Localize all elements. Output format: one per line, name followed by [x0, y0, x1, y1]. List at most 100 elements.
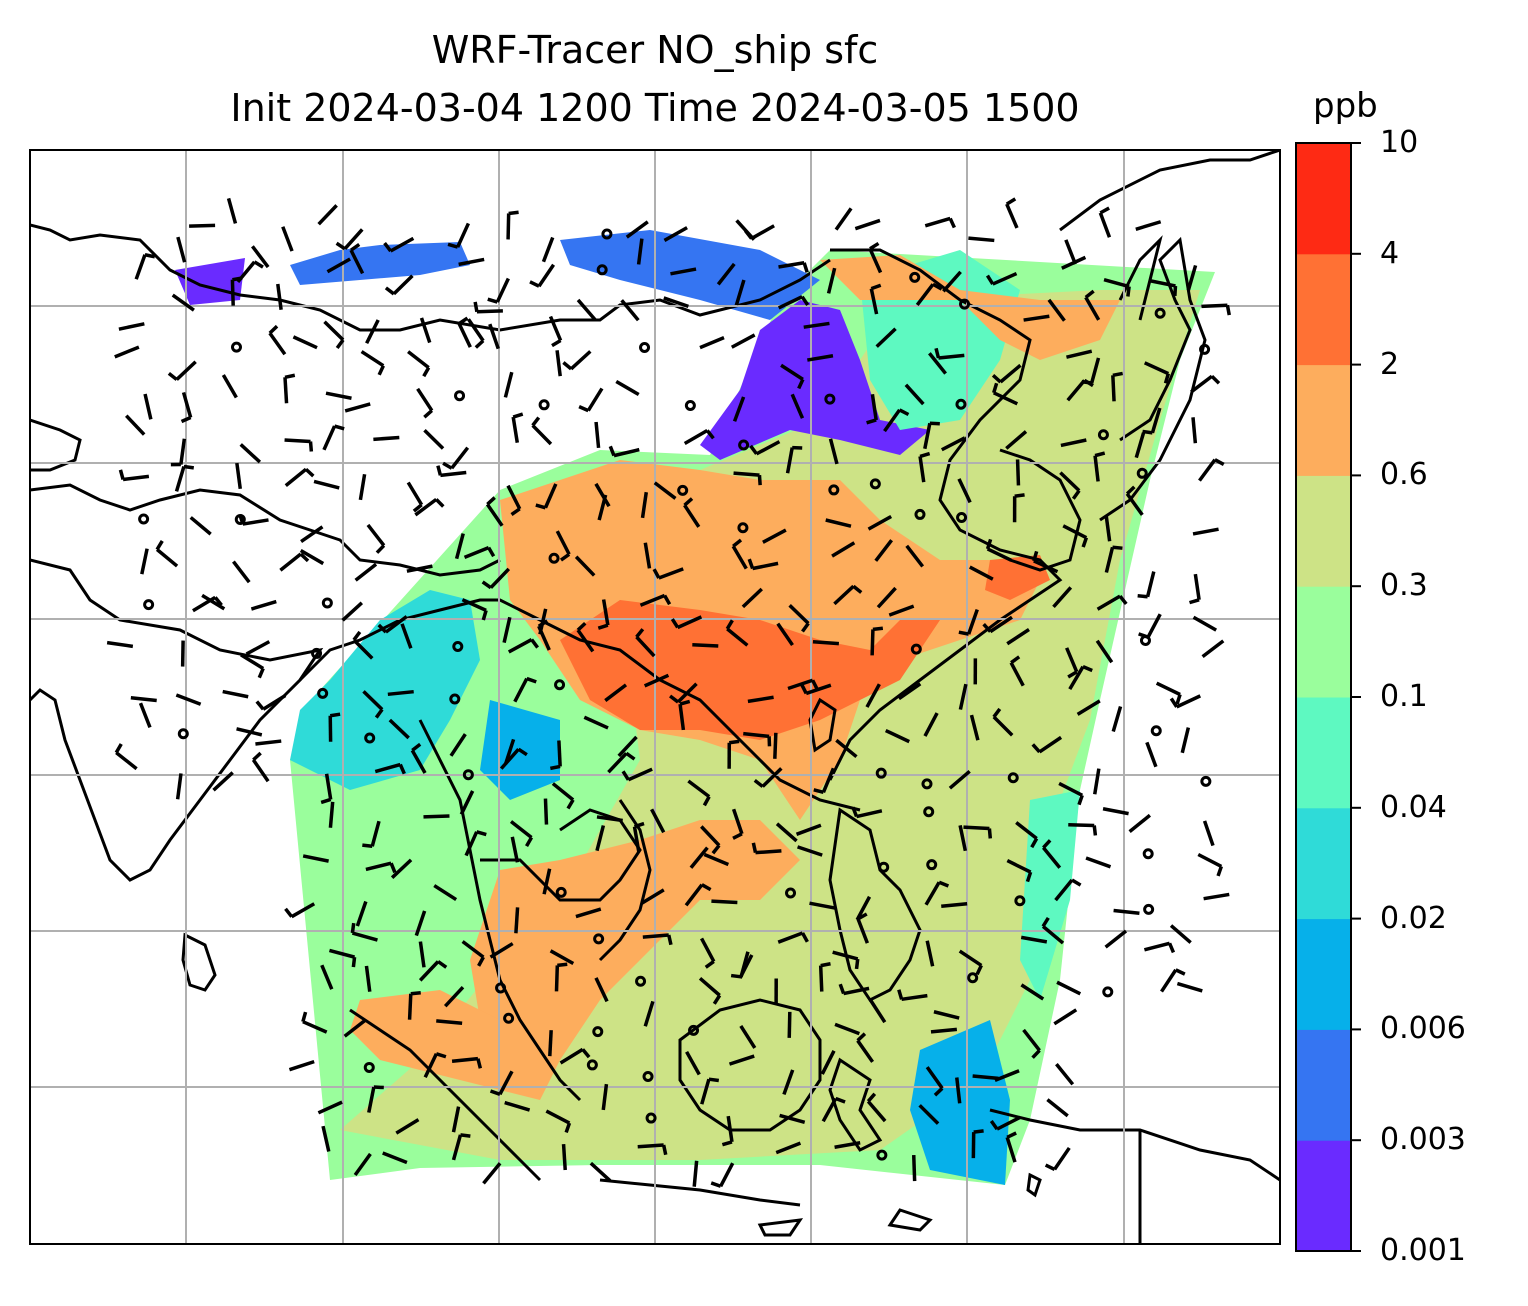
wind-barb-staff — [777, 931, 804, 944]
wind-barb-flag — [670, 618, 680, 629]
wind-barb-staff — [653, 481, 677, 500]
wind-barb-flag — [373, 1085, 384, 1090]
wind-barb-flag — [253, 260, 264, 269]
wind-barb-staff — [788, 604, 810, 625]
wind-barb-flag — [576, 621, 587, 632]
calm-wind-circle — [364, 732, 376, 744]
wind-barb-staff — [548, 315, 563, 342]
wind-barb-staff — [918, 1104, 940, 1125]
wind-barb-flag — [683, 497, 694, 507]
wind-barb-flag — [856, 1032, 867, 1042]
wind-barb-staff — [464, 831, 479, 857]
wind-barb-flag — [1126, 286, 1131, 297]
wind-barb-staff — [364, 965, 372, 992]
wind-barb-staff — [650, 808, 666, 834]
field-sea-orange — [470, 820, 800, 1070]
wind-barb-flag — [866, 418, 877, 425]
wind-barb-flag — [985, 538, 993, 550]
colorbar-unit-label: ppb — [1313, 86, 1378, 126]
wind-barb-flag — [749, 444, 758, 455]
wind-barb-flag — [635, 628, 645, 639]
wind-barb-flag — [350, 922, 356, 934]
wind-barb-staff — [299, 548, 325, 566]
colorbar-segment — [1296, 364, 1351, 476]
wind-barb-staff — [174, 465, 186, 492]
wind-barb-flag — [991, 374, 1002, 384]
wind-barb-flag — [1081, 537, 1089, 548]
wind-barb-staff — [915, 283, 935, 307]
calm-wind-circle — [593, 933, 605, 945]
calm-wind-circle — [138, 513, 150, 525]
wind-barb-flag — [597, 623, 609, 630]
wind-barb-staff — [1068, 823, 1095, 828]
wind-barb-staff — [821, 1097, 838, 1123]
wind-barb-staff — [236, 727, 263, 737]
wind-barb-staff — [458, 257, 485, 267]
wind-barb-flag — [1142, 429, 1153, 435]
wind-barb-flag — [458, 316, 469, 326]
wind-barb-staff — [1006, 628, 1030, 646]
wind-barb-flag — [525, 836, 534, 848]
wind-barb-flag — [486, 496, 496, 506]
calm-wind-circle — [923, 806, 935, 818]
wind-barb-staff — [362, 690, 384, 711]
calm-wind-circle — [737, 522, 749, 534]
wind-barb-flag — [851, 806, 859, 818]
wind-barb-staff — [543, 798, 549, 825]
wind-barb-staff — [328, 801, 335, 828]
calm-wind-circle — [645, 1112, 657, 1124]
wind-barb-staff — [292, 335, 318, 350]
colorbar-segment — [1296, 918, 1351, 1030]
wind-barb-flag — [335, 241, 346, 251]
wind-barb-staff — [1015, 821, 1038, 840]
wind-barb-flag — [705, 429, 715, 440]
wind-barb-staff — [958, 824, 968, 852]
wind-barb-staff — [1053, 1008, 1078, 1026]
wind-barb-staff — [911, 1155, 917, 1182]
wind-barb-staff — [958, 683, 968, 710]
wind-barb-staff — [1059, 471, 1081, 492]
calm-wind-circle — [1142, 848, 1154, 860]
wind-barb-staff — [700, 1078, 711, 1105]
wind-barb-staff — [171, 293, 195, 312]
wind-barb-staff — [604, 683, 628, 702]
calm-wind-circle — [230, 341, 242, 353]
coastline-korea — [999, 448, 1082, 572]
wind-barb-staff — [351, 931, 378, 942]
wind-barb-staff — [382, 1151, 408, 1165]
wind-barb-flag — [633, 821, 645, 829]
calm-wind-circle — [785, 887, 797, 899]
coastline-philippines — [828, 807, 922, 1002]
wind-barb-flag — [118, 469, 125, 480]
wind-barb-flag — [299, 552, 310, 563]
wind-barb-flag — [268, 324, 279, 335]
wind-barb-flag — [973, 1129, 984, 1134]
wind-barb-staff — [869, 999, 887, 1024]
wind-barb-staff — [689, 846, 709, 869]
wind-barb-staff — [925, 940, 935, 967]
wind-barb-staff — [938, 353, 965, 360]
wind-barb-staff — [288, 1059, 315, 1072]
wind-barb-staff — [1104, 546, 1115, 573]
coastline-kamchatka — [1059, 150, 1280, 232]
wind-barb-staff — [284, 467, 308, 488]
calm-wind-circle — [495, 982, 507, 994]
wind-barb-staff — [820, 1050, 836, 1075]
wind-barb-staff — [687, 779, 711, 799]
wind-barb-staff — [1201, 639, 1225, 659]
wind-barb-flag — [537, 619, 549, 628]
wind-barb-staff — [353, 1152, 372, 1177]
wind-barb-staff — [692, 1160, 699, 1187]
wind-barb-flag — [1112, 371, 1123, 378]
wind-barb-flag — [447, 242, 459, 249]
wind-barb-staff — [834, 1022, 860, 1036]
wind-barb-flag — [375, 544, 386, 554]
coastline-sulawesi — [828, 1057, 883, 1152]
wind-barb-staff — [324, 773, 333, 800]
wind-barb-flag — [797, 378, 805, 390]
wind-barb-flag — [550, 764, 561, 771]
wind-barb-flag — [992, 707, 1002, 718]
wind-barb-staff — [967, 608, 979, 635]
wind-barb-staff — [365, 319, 380, 345]
wind-barb-staff — [924, 881, 941, 906]
